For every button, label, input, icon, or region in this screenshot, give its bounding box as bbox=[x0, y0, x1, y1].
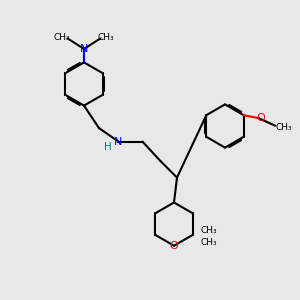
Text: CH₃: CH₃ bbox=[201, 226, 217, 235]
Text: CH₃: CH₃ bbox=[201, 238, 217, 247]
Text: H: H bbox=[104, 142, 112, 152]
Text: CH₃: CH₃ bbox=[54, 33, 70, 42]
Text: O: O bbox=[257, 113, 266, 123]
Text: O: O bbox=[169, 241, 178, 251]
Text: CH₃: CH₃ bbox=[98, 33, 114, 42]
Text: N: N bbox=[114, 136, 123, 147]
Text: CH₃: CH₃ bbox=[275, 123, 292, 132]
Text: N: N bbox=[80, 44, 88, 54]
